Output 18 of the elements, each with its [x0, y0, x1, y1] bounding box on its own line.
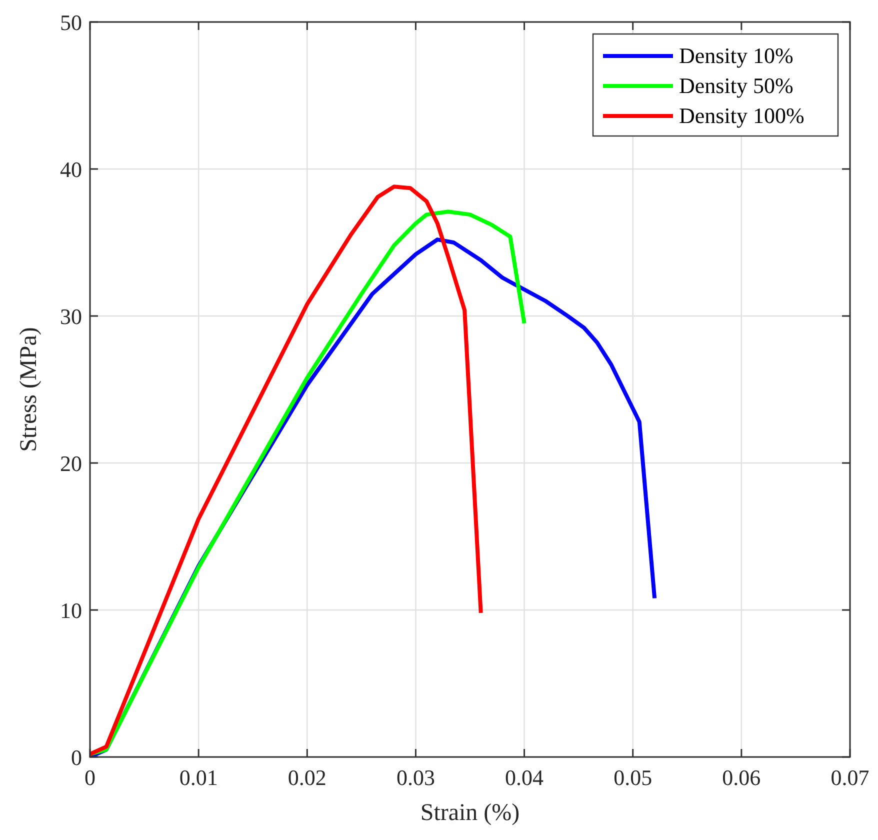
x-tick-label: 0.06: [722, 765, 761, 790]
x-tick-label: 0.02: [288, 765, 326, 790]
y-tick-label: 30: [60, 304, 82, 329]
y-tick-label: 0: [71, 745, 82, 770]
x-axis-title: Strain (%): [420, 800, 520, 826]
x-tick-label: 0.01: [179, 765, 218, 790]
y-tick-label: 10: [60, 598, 82, 623]
x-tick-label: 0.07: [830, 765, 870, 790]
y-axis-title: Stress (MPa): [16, 327, 42, 452]
y-tick-label: 40: [60, 157, 82, 182]
y-tick-label: 20: [60, 451, 82, 476]
y-tick-label: 50: [60, 10, 82, 35]
legend-label: Density 10%: [679, 43, 794, 68]
x-tick-label: 0.04: [505, 765, 544, 790]
legend-label: Density 100%: [679, 103, 804, 128]
x-tick-label: 0.03: [396, 765, 435, 790]
legend-label: Density 50%: [679, 73, 794, 98]
x-tick-label: 0.05: [614, 765, 652, 790]
